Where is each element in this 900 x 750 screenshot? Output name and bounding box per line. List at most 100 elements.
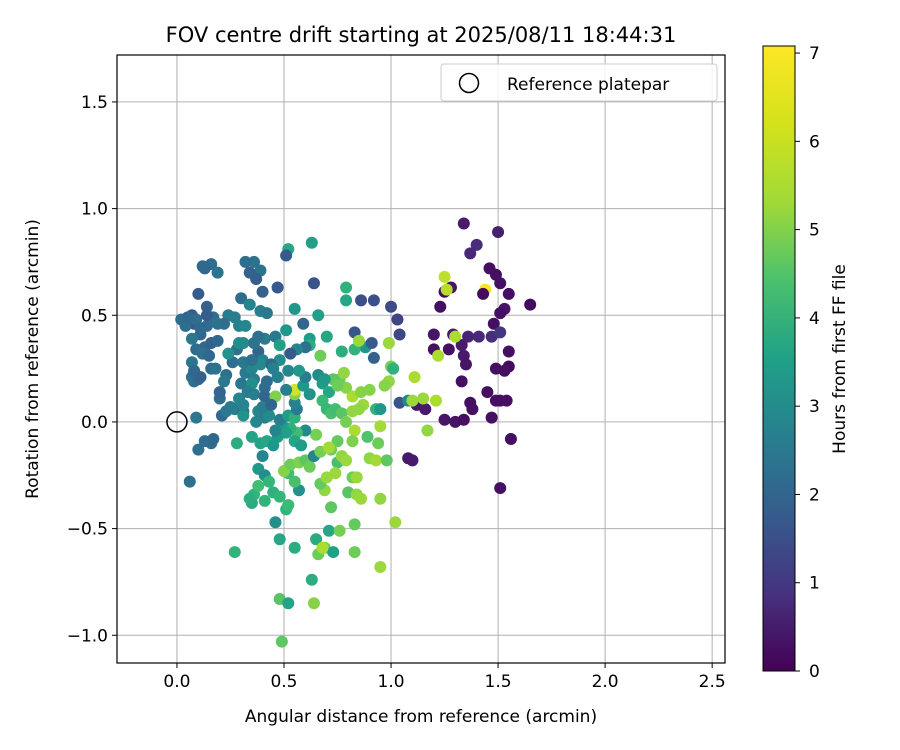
y-tick-label: −0.5 [67,520,108,540]
data-point [237,409,250,422]
data-point [487,317,500,330]
data-point [322,524,335,537]
data-point [305,573,318,586]
data-point [200,300,213,313]
data-point [365,337,378,349]
data-point [207,433,220,445]
data-point [288,475,301,488]
data-point [213,386,226,399]
data-point [325,501,338,514]
colorbar-gradient [762,45,796,672]
x-axis-ticks: 0.0 0.5 1.0 1.5 2.0 2.5 [163,663,726,692]
data-point [372,437,385,450]
data-point [438,270,451,283]
data-point [320,471,333,484]
data-point [494,482,507,495]
data-point [248,337,261,349]
data-point [275,635,288,648]
data-point [462,330,475,343]
data-point [194,371,207,384]
data-point [331,379,344,392]
data-point [408,371,421,384]
data-point [406,454,419,467]
data-point [524,298,537,311]
data-point [320,330,333,343]
data-point [307,597,320,610]
y-tick-label: 0.0 [81,413,108,433]
y-tick-label: 0.5 [81,306,108,326]
data-point [333,524,346,537]
data-point [316,541,329,554]
data-point [196,260,209,273]
colorbar-tick-label: 3 [809,397,820,417]
data-point [241,386,254,399]
data-point [470,238,483,251]
colorbar-label: Hours from first FF file [830,264,850,454]
data-point [350,471,363,484]
data-point [273,533,286,546]
data-point [258,381,271,394]
data-point [288,302,301,315]
legend-open-circle-icon [458,72,480,94]
data-point [203,349,216,362]
data-point [457,217,470,230]
grid-lines [117,55,725,663]
data-point [248,255,261,268]
data-point [322,386,335,399]
y-tick-label: 1.5 [81,93,108,113]
reference-platepar-marker [166,411,188,433]
data-point [250,415,263,428]
data-point [440,283,453,296]
data-point [280,249,293,262]
data-point [378,379,391,392]
data-point [245,354,258,367]
data-point [222,347,235,360]
colorbar-tick-label: 2 [809,485,820,505]
colorbar-tick-label: 4 [809,309,820,329]
data-point [318,373,331,386]
data-point [230,437,243,450]
data-point [494,277,507,290]
data-point [355,294,368,307]
data-point [455,375,468,388]
data-point [263,475,275,488]
data-point [307,277,320,290]
data-point [211,334,224,347]
data-point [481,386,494,399]
data-point [494,326,507,339]
data-point [303,460,316,473]
data-point [200,309,213,322]
data-point [389,516,402,529]
data-point [258,390,271,403]
colorbar-tick-label: 5 [809,221,820,241]
x-tick-label: 0.5 [270,672,297,692]
data-point [303,388,316,401]
data-point [367,294,380,307]
data-point [434,300,447,313]
data-point [235,292,248,305]
reference-marker-group [166,411,188,433]
data-point [305,236,318,249]
data-point [260,307,273,320]
data-point [235,377,248,390]
data-point [280,383,293,396]
data-point [192,443,205,456]
data-point [243,492,256,505]
data-point [457,413,470,426]
data-point [194,322,207,335]
plot-frame [116,54,726,664]
data-point [288,541,301,554]
data-point [485,411,498,424]
data-point [237,398,250,411]
data-point [239,255,252,268]
data-point [327,546,340,559]
data-point [361,430,374,443]
data-point [250,273,263,285]
data-point [380,454,393,467]
data-point [284,347,297,360]
data-point [297,317,310,330]
data-point [269,424,282,437]
data-point [252,479,265,492]
data-point [367,351,380,364]
